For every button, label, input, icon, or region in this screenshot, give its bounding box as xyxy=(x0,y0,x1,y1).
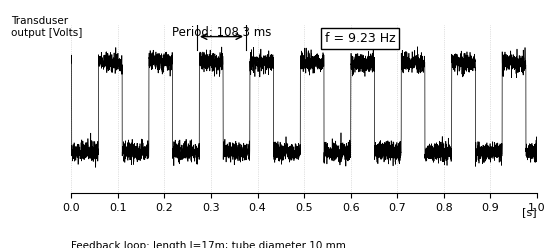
Text: f = 9.23 Hz: f = 9.23 Hz xyxy=(325,32,395,45)
Text: Transduser
output [Volts]: Transduser output [Volts] xyxy=(11,16,82,38)
Text: Feedback loop: length l=17m; tube diameter 10 mm: Feedback loop: length l=17m; tube diamet… xyxy=(71,241,346,248)
Text: [s]: [s] xyxy=(522,207,537,217)
Text: Period: 108.3 ms: Period: 108.3 ms xyxy=(172,27,271,39)
